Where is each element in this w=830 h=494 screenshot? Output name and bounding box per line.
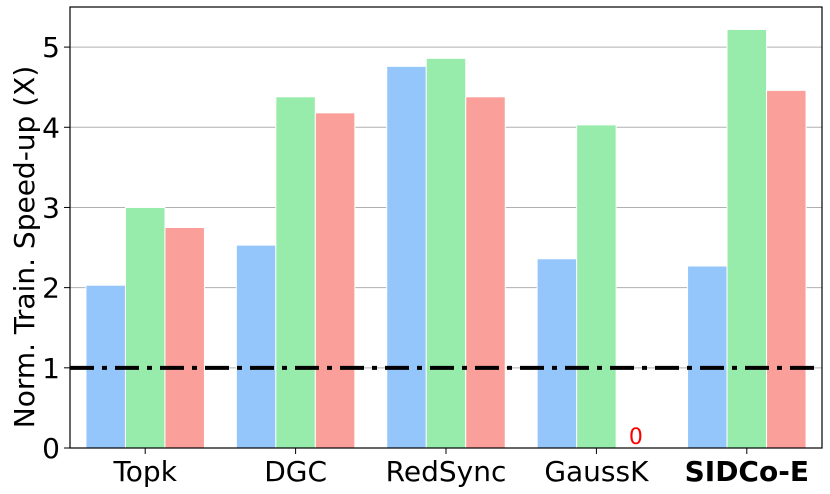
x-tick-label-topk: Topk xyxy=(112,455,177,488)
bar-gaussk-s1 xyxy=(536,258,578,449)
bar-topk-s3 xyxy=(164,227,205,449)
plot-frame xyxy=(69,6,823,449)
bar-topk-s2 xyxy=(124,206,166,449)
axes xyxy=(64,6,823,454)
x-tick-label-redsync: RedSync xyxy=(386,455,507,488)
x-tick-label-sidco-e: SIDCo-E xyxy=(685,455,809,488)
annotation-0: 0 xyxy=(629,425,643,450)
x-tick-label-dgc: DGC xyxy=(264,455,327,488)
bar-redsync-s3 xyxy=(465,96,506,449)
bar-sidco-e-s3 xyxy=(766,89,807,449)
bar-redsync-s1 xyxy=(386,65,427,449)
x-tick-label-gaussk: GaussK xyxy=(544,455,649,488)
bar-dgc-s3 xyxy=(314,112,356,449)
bar-redsync-s2 xyxy=(425,57,467,449)
y-tick-label-3: 3 xyxy=(42,191,60,224)
y-tick-label-4: 4 xyxy=(42,111,60,144)
bar-sidco-e-s2 xyxy=(726,28,768,449)
labels: Norm. Train. Speed-up (X) 0 1 2 3 4 5 Topk DGC R… xyxy=(8,31,809,488)
bars xyxy=(85,28,807,449)
bar-gaussk-s2 xyxy=(576,124,617,449)
y-tick-label-1: 1 xyxy=(42,352,60,385)
y-tick-label-2: 2 xyxy=(42,272,60,305)
y-axis-label: Norm. Train. Speed-up (X) xyxy=(8,66,41,428)
bar-dgc-s2 xyxy=(275,96,316,449)
y-tick-label-5: 5 xyxy=(42,31,60,64)
bar-dgc-s1 xyxy=(235,244,277,449)
bar-sidco-e-s1 xyxy=(687,265,728,449)
y-tick-label-0: 0 xyxy=(42,432,60,465)
